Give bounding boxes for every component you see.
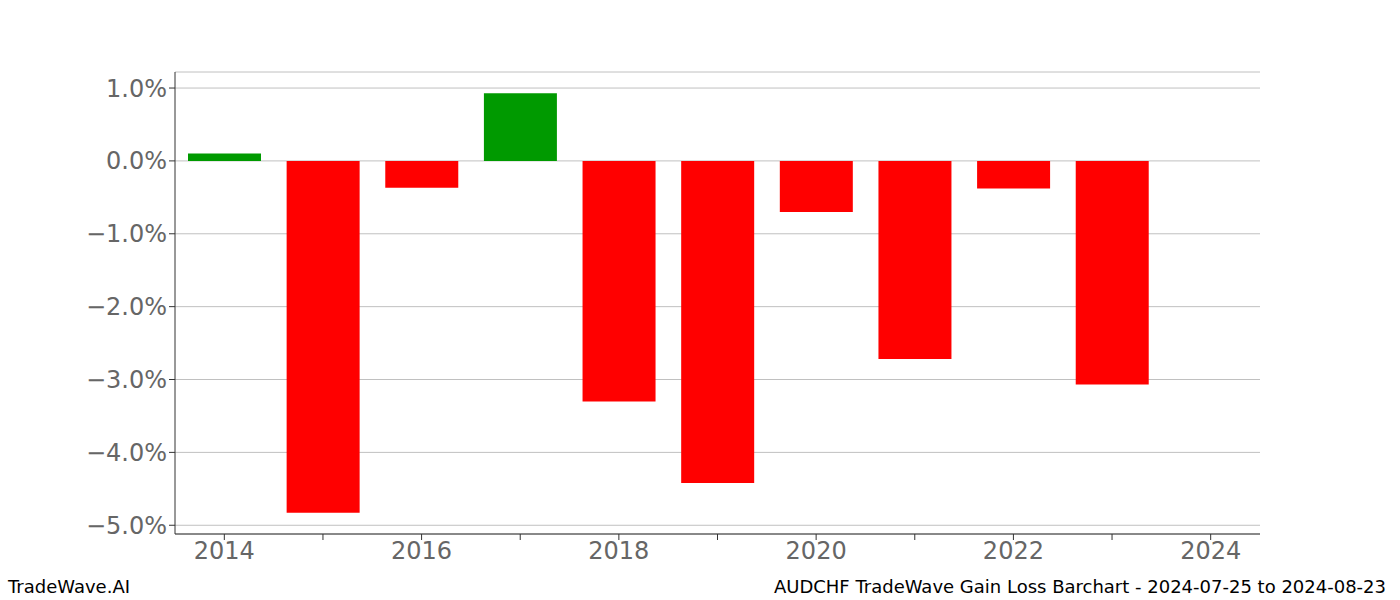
svg-text:−5.0%: −5.0% — [86, 512, 167, 540]
svg-text:2014: 2014 — [194, 537, 255, 565]
html-text:AUDCHF TradeWave Gain Loss Bar: AUDCHF TradeWave Gain Loss Barchart - 20… — [773, 576, 1386, 597]
html-text:TradeWave.AI: TradeWave.AI — [8, 576, 130, 597]
svg-text:0.0%: 0.0% — [106, 147, 167, 175]
svg-text:2024: 2024 — [1180, 537, 1241, 565]
svg-text:1.0%: 1.0% — [106, 75, 167, 103]
svg-text:−3.0%: −3.0% — [86, 366, 167, 394]
svg-text:2020: 2020 — [786, 537, 847, 565]
svg-text:2016: 2016 — [391, 537, 452, 565]
svg-text:−2.0%: −2.0% — [86, 293, 167, 321]
svg-text:−1.0%: −1.0% — [86, 220, 167, 248]
svg-text:2018: 2018 — [588, 537, 649, 565]
svg-text:−4.0%: −4.0% — [86, 439, 167, 467]
svg-text:2022: 2022 — [983, 537, 1044, 565]
